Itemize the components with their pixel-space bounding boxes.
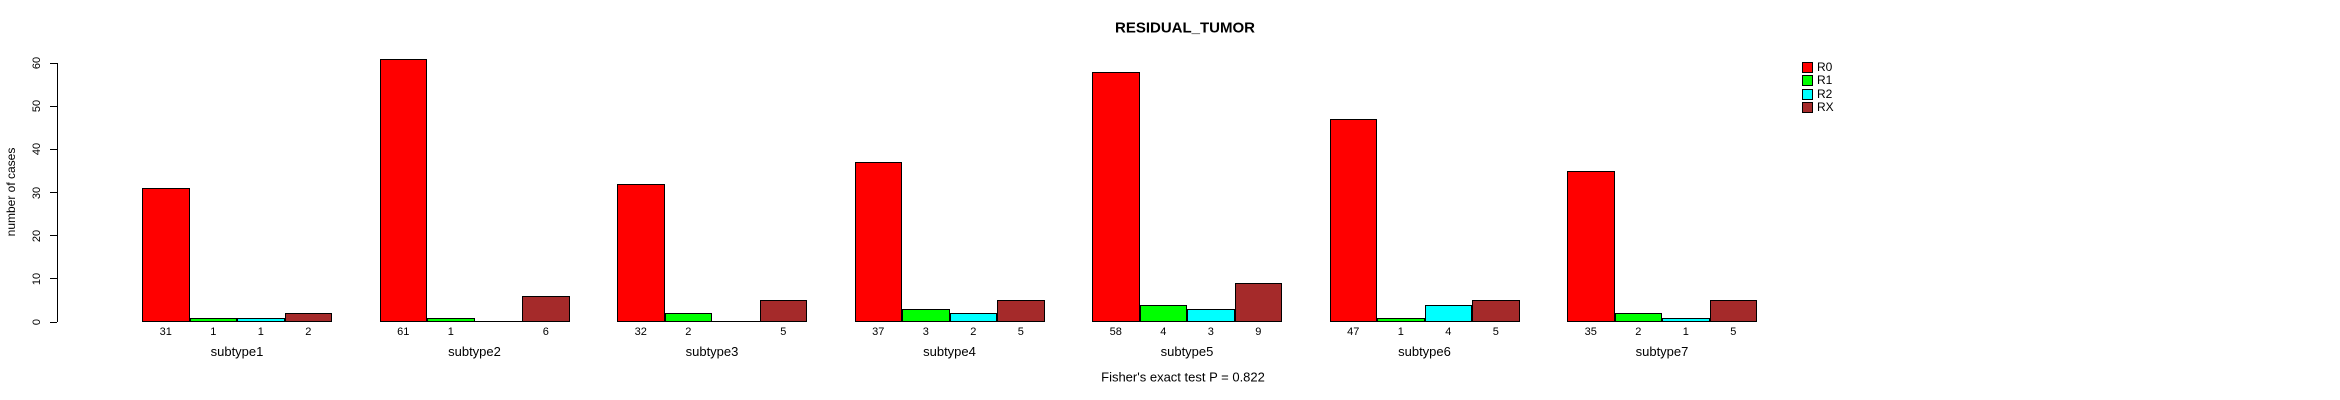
chart-title: RESIDUAL_TUMOR <box>1114 19 1256 37</box>
legend-swatch <box>1802 88 1813 100</box>
category-label: subtype3 <box>685 344 739 359</box>
bar-value-label: 1 <box>210 326 217 338</box>
bar <box>617 183 665 322</box>
category-label: subtype5 <box>1160 344 1214 359</box>
category-label: subtype2 <box>448 344 501 359</box>
y-axis-label: number of cases <box>4 147 18 237</box>
bar <box>1092 71 1140 322</box>
zero-height-bar <box>712 321 760 322</box>
bar-value-label: 5 <box>1017 326 1024 338</box>
bar-value-label: 6 <box>542 326 549 338</box>
y-axis-tick-label: 10 <box>31 272 43 285</box>
y-axis-tick <box>50 192 57 193</box>
y-axis-tick <box>50 278 57 280</box>
legend-swatch <box>1802 62 1813 73</box>
legend: R0 R1 R2 RX <box>1802 60 1834 116</box>
bar <box>1709 300 1757 322</box>
legend-label: R2 <box>1817 86 1833 101</box>
bar <box>379 58 427 322</box>
y-axis-tick <box>50 105 57 107</box>
y-axis-tick-label: 30 <box>31 186 43 199</box>
bar-value-label: 35 <box>1584 326 1597 338</box>
bar-value-label: 47 <box>1347 326 1360 338</box>
bar <box>1424 304 1472 322</box>
bar-value-label: 3 <box>1207 326 1214 338</box>
bar-value-label: 1 <box>1397 326 1404 338</box>
bar <box>427 317 475 322</box>
bar <box>664 313 712 322</box>
bar-value-label: 2 <box>970 326 977 338</box>
category-label: subtype7 <box>1635 344 1689 359</box>
bar <box>759 300 807 322</box>
bar <box>1329 119 1377 322</box>
bar-value-label: 2 <box>305 326 312 338</box>
bar-value-label: 2 <box>1635 326 1642 338</box>
bar-value-label: 5 <box>780 326 787 338</box>
bar <box>189 317 237 322</box>
bar <box>237 317 285 322</box>
bar <box>1472 300 1520 322</box>
bar-value-label: 1 <box>1682 326 1689 338</box>
bar-value-label: 4 <box>1160 326 1167 338</box>
category-label: subtype1 <box>210 344 264 359</box>
bar-value-label: 1 <box>447 326 454 338</box>
bar-value-label: 3 <box>922 326 929 338</box>
bar <box>522 296 570 322</box>
y-axis-tick-label: 0 <box>31 318 43 326</box>
bar-value-label: 2 <box>685 326 692 338</box>
y-axis-tick-label: 20 <box>31 229 43 242</box>
bar <box>1234 283 1282 322</box>
bar-value-label: 5 <box>1492 326 1499 338</box>
bar <box>949 313 997 322</box>
y-axis-line <box>57 63 58 322</box>
legend-item: RX <box>1802 100 1834 115</box>
legend-swatch <box>1802 102 1813 114</box>
bar-value-label: 32 <box>634 326 647 338</box>
bar <box>1187 309 1235 322</box>
bar <box>1614 313 1662 322</box>
legend-label: R0 <box>1817 60 1833 74</box>
y-axis-tick <box>50 62 57 64</box>
legend-item: R1 <box>1802 73 1834 88</box>
bar-value-label: 4 <box>1445 326 1452 338</box>
bar-value-label: 9 <box>1255 326 1262 338</box>
legend-label: R1 <box>1817 73 1833 88</box>
y-axis-tick-label: 40 <box>31 143 43 156</box>
bar-value-label: 37 <box>872 326 885 338</box>
bar <box>902 309 950 322</box>
y-axis-tick-label: 50 <box>31 100 43 113</box>
bar <box>854 162 902 322</box>
bar-value-label: 5 <box>1730 326 1737 338</box>
bar-value-label: 61 <box>397 326 410 338</box>
chart-subtitle: Fisher's exact test P = 0.822 <box>1101 369 1265 385</box>
bar-value-label: 1 <box>257 326 264 338</box>
legend-item: R2 <box>1802 86 1834 101</box>
legend-label: RX <box>1817 100 1834 115</box>
bar <box>284 313 332 322</box>
bar <box>997 300 1045 322</box>
zero-height-bar <box>474 321 522 322</box>
bar-value-label: 31 <box>159 326 172 338</box>
y-axis-tick <box>50 321 57 323</box>
bar <box>1139 304 1187 322</box>
category-label: subtype4 <box>923 344 976 359</box>
bar <box>1662 317 1710 322</box>
y-axis-tick <box>50 148 57 150</box>
legend-item: R0 <box>1802 60 1834 74</box>
bar <box>1567 170 1615 322</box>
bar <box>142 188 190 322</box>
legend-swatch <box>1802 75 1813 87</box>
category-label: subtype6 <box>1398 344 1451 359</box>
bar <box>1377 317 1425 322</box>
y-axis-tick-label: 60 <box>31 56 43 70</box>
y-axis-tick <box>50 235 57 237</box>
bar-value-label: 58 <box>1109 326 1122 338</box>
